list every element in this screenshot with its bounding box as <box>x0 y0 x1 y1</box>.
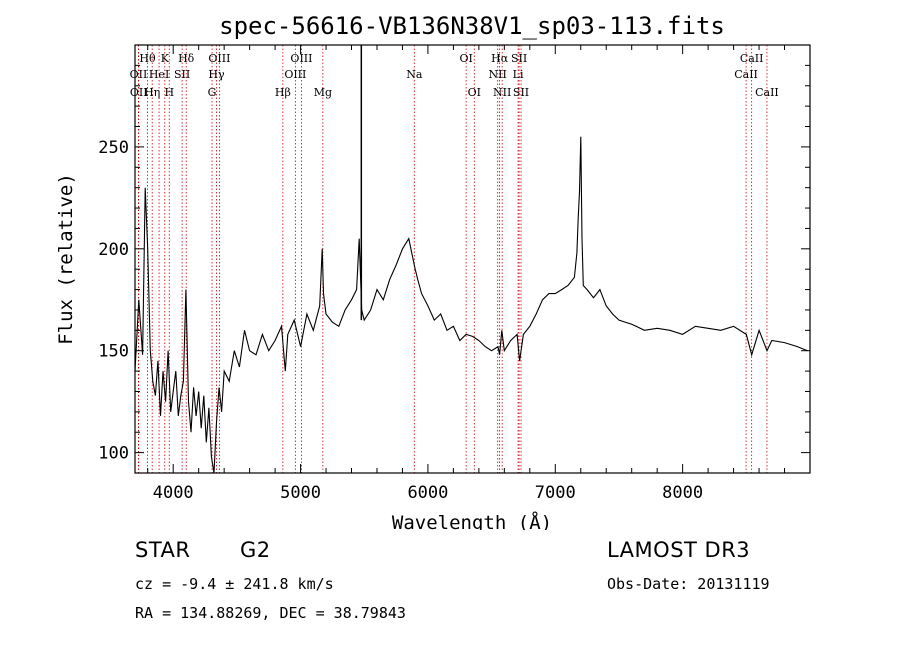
line-label: Hη <box>144 86 160 99</box>
line-label: SII <box>174 68 190 81</box>
line-label: OII <box>130 86 148 99</box>
observation-date: Obs-Date: 20131119 <box>607 575 770 593</box>
x-tick-label: 7000 <box>535 483 576 503</box>
line-label: Hδ <box>178 52 195 65</box>
line-label: Na <box>406 68 423 81</box>
line-label: OIII <box>208 52 230 65</box>
line-label: Li <box>513 68 524 81</box>
line-label: SII <box>513 86 529 99</box>
plot-frame <box>134 44 811 474</box>
line-label: K <box>161 52 170 65</box>
coordinates: RA = 134.88269, DEC = 38.79843 <box>135 604 406 622</box>
line-label: OIII <box>284 68 306 81</box>
chart-title: spec-56616-VB136N38V1_sp03-113.fits <box>219 12 725 40</box>
line-label: OI <box>459 52 472 65</box>
line-label: Hβ <box>275 86 291 99</box>
y-axis-ticks: 100 150 200 250 <box>98 64 810 464</box>
line-label: SII <box>511 52 527 65</box>
y-tick-label: 200 <box>98 240 129 260</box>
line-label: OI <box>468 86 481 99</box>
line-label: Mg <box>314 86 332 99</box>
emission-line-markers <box>138 45 768 473</box>
redshift-readout: cz = -9.4 ± 241.8 km/s <box>135 575 334 593</box>
line-label: G <box>208 86 217 99</box>
line-label: Hθ <box>139 52 156 65</box>
line-label: CaII <box>734 68 758 81</box>
line-label: Hα <box>491 52 509 65</box>
y-tick-label: 250 <box>98 138 129 158</box>
line-label: NII <box>493 86 511 99</box>
line-label: HeI <box>149 68 169 81</box>
x-tick-label: 6000 <box>407 483 448 503</box>
line-label: CaII <box>755 86 779 99</box>
x-tick-label: 8000 <box>662 483 703 503</box>
spectral-subclass: G2 <box>240 538 271 562</box>
survey-name: LAMOST DR3 <box>607 538 751 562</box>
line-label: NII <box>489 68 507 81</box>
x-tick-label: 4000 <box>153 483 194 503</box>
x-axis-label: Wavelength (Å) <box>392 511 552 530</box>
x-tick-label: 5000 <box>280 483 321 503</box>
y-axis-label: Flux (relative) <box>55 173 77 345</box>
spectrum-chart: spec-56616-VB136N38V1_sp03-113.fits Hθ OI… <box>55 12 811 530</box>
line-label: OII <box>130 68 148 81</box>
y-tick-label: 150 <box>98 342 129 362</box>
line-label: H <box>164 86 174 99</box>
x-axis-ticks: 4000 5000 6000 7000 8000 <box>147 45 786 503</box>
y-tick-label: 100 <box>98 444 129 464</box>
line-label: OIII <box>290 52 312 65</box>
spectrum-line <box>134 136 808 474</box>
line-label: Hγ <box>208 68 225 81</box>
object-class: STAR <box>135 538 191 562</box>
line-label: CaII <box>740 52 764 65</box>
